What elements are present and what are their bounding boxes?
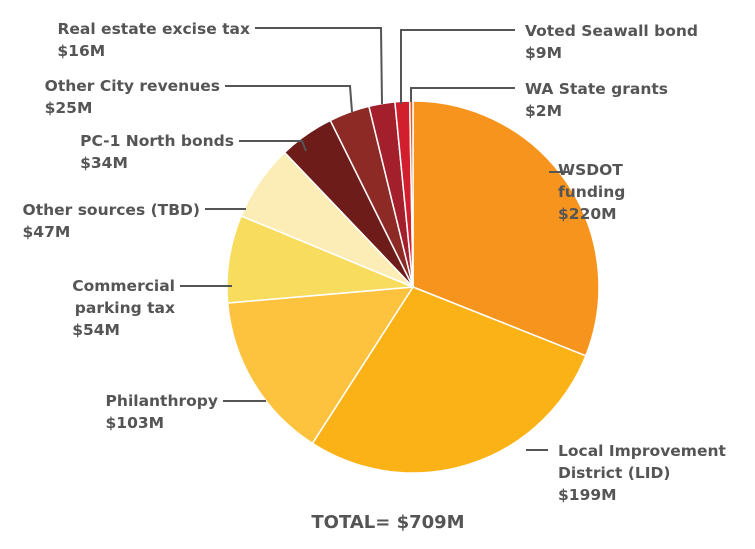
leader-lines xyxy=(180,27,568,451)
slice-label-commercial-parking-tax: parking tax xyxy=(75,299,175,317)
leader-other-city-revenues xyxy=(225,85,353,113)
slice-value-other-sources-tbd: $47M xyxy=(23,223,71,241)
slice-label-other-sources-tbd: Other sources (TBD) xyxy=(23,201,200,219)
leader-wa-state-grants xyxy=(410,87,515,102)
pie-slices xyxy=(226,100,600,474)
slice-label-wsdot-funding: WSDOT xyxy=(558,161,623,179)
slice-label-wsdot-funding: funding xyxy=(558,183,625,201)
slice-label-other-city-revenues: Other City revenues xyxy=(45,77,220,95)
slice-value-real-estate-excise-tax: $16M xyxy=(57,42,105,60)
slice-value-commercial-parking-tax: $54M xyxy=(72,321,120,339)
leader-real-estate-excise-tax xyxy=(255,27,383,105)
leader-voted-seawall-bond xyxy=(400,29,515,104)
slice-philanthropy xyxy=(226,286,415,445)
slice-label-real-estate-excise-tax: Real estate excise tax xyxy=(57,20,250,38)
slice-value-local-improvement-district-lid: $199M xyxy=(558,486,617,504)
slice-labels: WSDOT funding $220M Local Improvement Distri… xyxy=(23,20,727,504)
slice-value-philanthropy: $103M xyxy=(106,414,165,432)
total-label: TOTAL= $709M xyxy=(311,512,464,533)
slice-label-commercial-parking-tax: Commercial xyxy=(72,277,175,295)
slice-label-voted-seawall-bond: Voted Seawall bond xyxy=(525,22,698,40)
slice-label-local-improvement-district-lid: Local Improvement xyxy=(558,442,727,460)
slice-wsdot-funding xyxy=(412,100,600,357)
slice-value-wa-state-grants: $2M xyxy=(525,102,562,120)
slice-label-pc-1-north-bonds: PC-1 North bonds xyxy=(80,132,234,150)
slice-label-philanthropy: Philanthropy xyxy=(106,392,218,410)
slice-value-pc-1-north-bonds: $34M xyxy=(80,154,128,172)
slice-value-voted-seawall-bond: $9M xyxy=(525,44,562,62)
slice-label-local-improvement-district-lid: District (LID) xyxy=(558,464,670,482)
slice-local-improvement-district-lid xyxy=(311,286,587,474)
slice-label-wa-state-grants: WA State grants xyxy=(525,80,668,98)
leader-pc-1-north-bonds xyxy=(239,140,307,152)
slice-value-other-city-revenues: $25M xyxy=(45,99,93,117)
slice-value-wsdot-funding: $220M xyxy=(558,205,617,223)
